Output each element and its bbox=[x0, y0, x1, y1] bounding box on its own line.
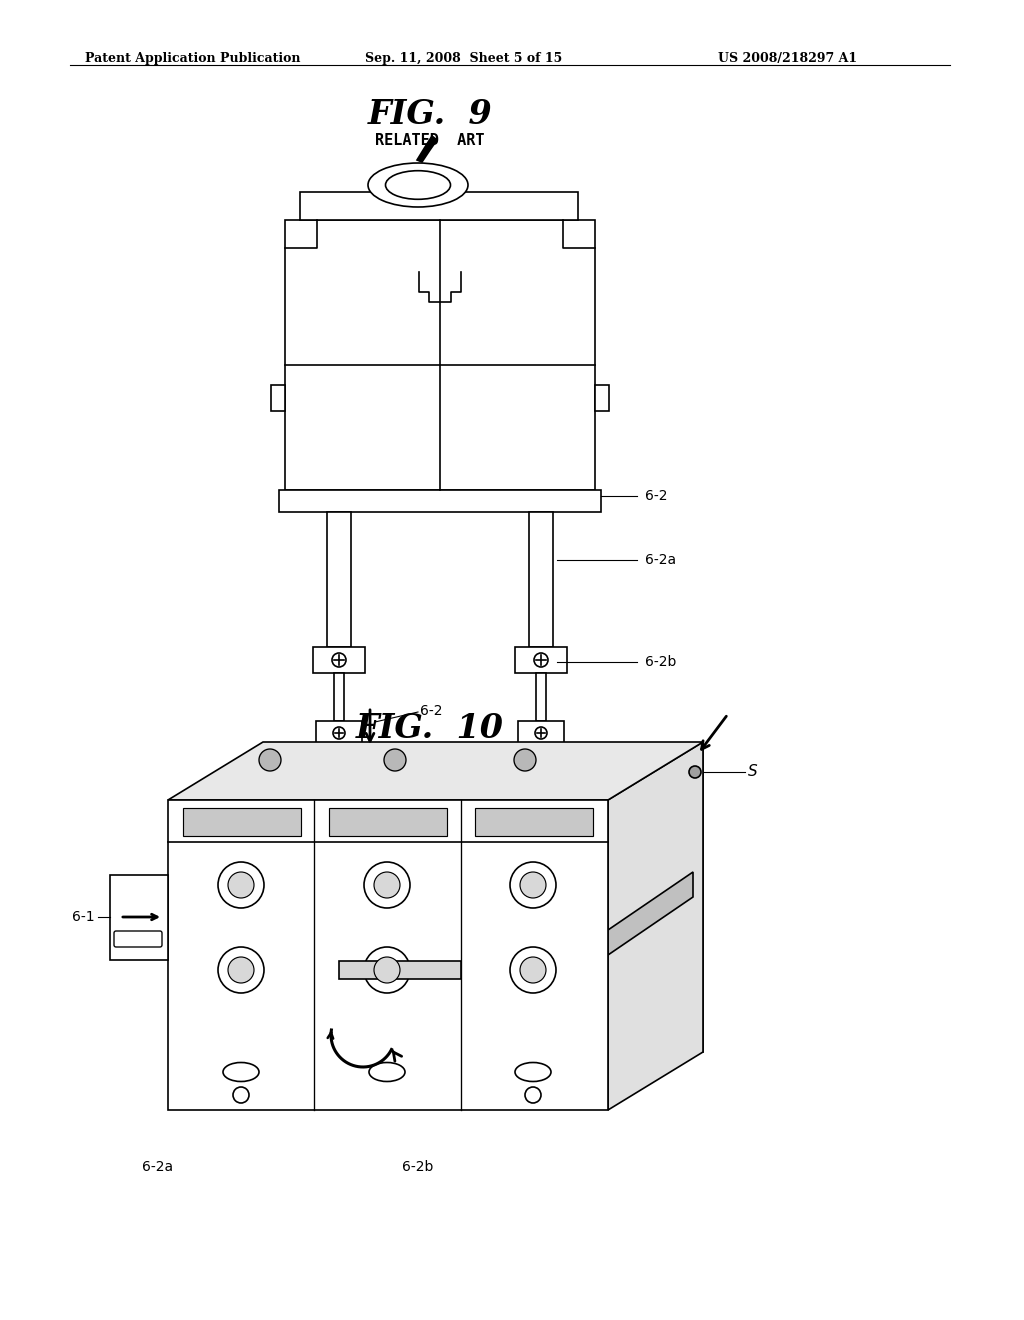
Circle shape bbox=[218, 862, 264, 908]
Polygon shape bbox=[300, 191, 578, 220]
Text: US 2008/218297 A1: US 2008/218297 A1 bbox=[718, 51, 857, 65]
Polygon shape bbox=[327, 512, 351, 647]
Circle shape bbox=[364, 946, 410, 993]
Circle shape bbox=[228, 873, 254, 898]
FancyBboxPatch shape bbox=[114, 931, 162, 946]
Polygon shape bbox=[515, 647, 567, 673]
Circle shape bbox=[510, 862, 556, 908]
Polygon shape bbox=[316, 721, 362, 744]
Polygon shape bbox=[279, 490, 601, 512]
Text: Sep. 11, 2008  Sheet 5 of 15: Sep. 11, 2008 Sheet 5 of 15 bbox=[365, 51, 562, 65]
Polygon shape bbox=[285, 220, 595, 490]
Polygon shape bbox=[475, 808, 593, 836]
Ellipse shape bbox=[368, 162, 468, 207]
Circle shape bbox=[374, 957, 400, 983]
Ellipse shape bbox=[369, 1063, 406, 1081]
Circle shape bbox=[525, 1086, 541, 1104]
Polygon shape bbox=[313, 647, 365, 673]
Polygon shape bbox=[334, 673, 344, 721]
Circle shape bbox=[228, 957, 254, 983]
Polygon shape bbox=[263, 742, 703, 1052]
Text: S: S bbox=[748, 764, 758, 780]
Circle shape bbox=[332, 653, 346, 667]
Polygon shape bbox=[271, 385, 285, 411]
Text: FIG.  9: FIG. 9 bbox=[368, 98, 493, 131]
Circle shape bbox=[233, 1086, 249, 1104]
Ellipse shape bbox=[385, 170, 451, 199]
Circle shape bbox=[259, 748, 281, 771]
Text: 6-2b: 6-2b bbox=[645, 655, 677, 669]
Ellipse shape bbox=[223, 1063, 259, 1081]
Text: RELATED  ART: RELATED ART bbox=[375, 133, 484, 148]
Polygon shape bbox=[595, 385, 609, 411]
Circle shape bbox=[520, 957, 546, 983]
Circle shape bbox=[218, 946, 264, 993]
Circle shape bbox=[374, 873, 400, 898]
Text: 6-1: 6-1 bbox=[73, 909, 95, 924]
Polygon shape bbox=[329, 808, 447, 836]
Polygon shape bbox=[183, 808, 301, 836]
Text: Patent Application Publication: Patent Application Publication bbox=[85, 51, 300, 65]
Text: FIG.  10: FIG. 10 bbox=[356, 711, 504, 744]
Circle shape bbox=[520, 873, 546, 898]
Text: 6-2a: 6-2a bbox=[142, 1160, 173, 1173]
Text: 6-2a: 6-2a bbox=[645, 553, 676, 568]
Text: RELATED  ART: RELATED ART bbox=[375, 746, 484, 762]
Polygon shape bbox=[339, 961, 461, 979]
Ellipse shape bbox=[515, 1063, 551, 1081]
Polygon shape bbox=[168, 800, 608, 1110]
Circle shape bbox=[384, 748, 406, 771]
Polygon shape bbox=[608, 742, 703, 1110]
Polygon shape bbox=[536, 673, 546, 721]
Circle shape bbox=[535, 727, 547, 739]
Polygon shape bbox=[110, 875, 168, 960]
Polygon shape bbox=[608, 873, 693, 954]
Text: 6-2b: 6-2b bbox=[402, 1160, 434, 1173]
Polygon shape bbox=[518, 721, 564, 744]
Circle shape bbox=[534, 653, 548, 667]
Circle shape bbox=[514, 748, 536, 771]
Circle shape bbox=[510, 946, 556, 993]
Circle shape bbox=[689, 766, 701, 777]
Polygon shape bbox=[168, 742, 703, 800]
Circle shape bbox=[364, 862, 410, 908]
Text: 6-2: 6-2 bbox=[645, 488, 668, 503]
Text: 6-2: 6-2 bbox=[420, 704, 442, 718]
Polygon shape bbox=[529, 512, 553, 647]
Polygon shape bbox=[417, 136, 437, 162]
Circle shape bbox=[333, 727, 345, 739]
